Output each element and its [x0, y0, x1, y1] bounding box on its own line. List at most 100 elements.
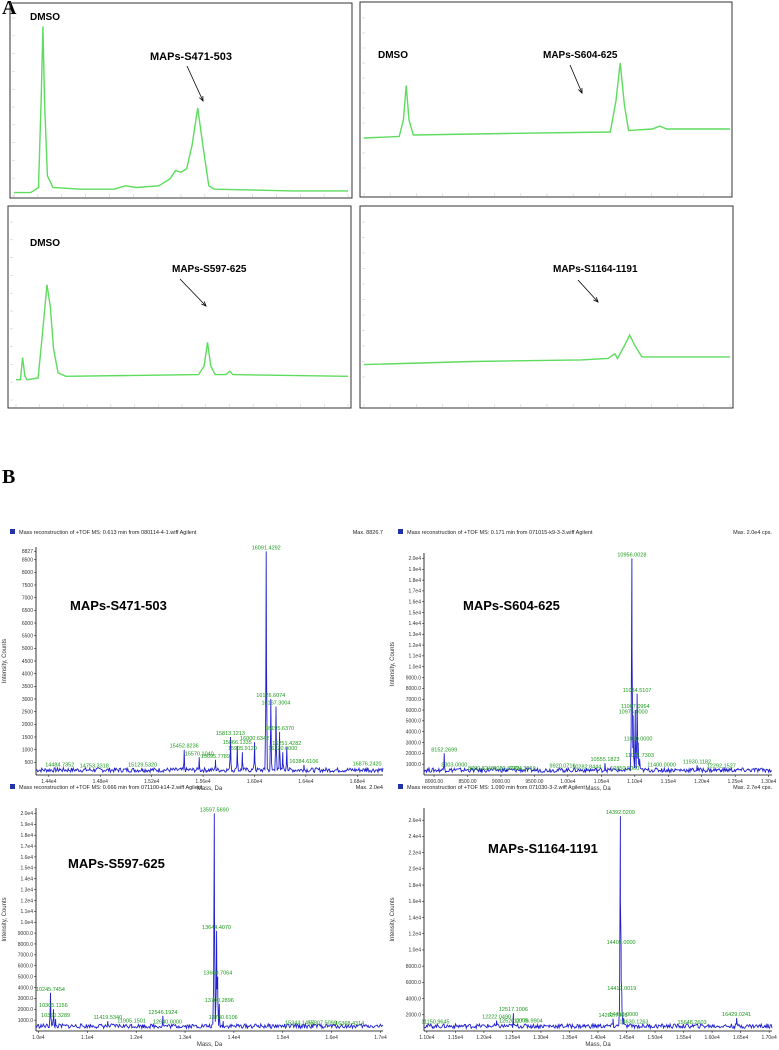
peak-label: 9920.0716 [550, 764, 576, 770]
x-tick-label: 1.60e4 [704, 1035, 720, 1041]
mass-spectrum-1: Mass reconstruction of +TOF MS: 0.613 mi… [2, 529, 384, 792]
peak-label: 15866.1335 [223, 740, 252, 746]
x-tick-label: 1.20e4 [694, 779, 710, 785]
y-tick-label: 1.4e4 [408, 915, 421, 921]
spectrum-header: Mass reconstruction of +TOF MS: 0.613 mi… [19, 530, 197, 536]
spectrum-title: MAPs-S597-625 [68, 856, 165, 871]
y-tick-label: 8500 [22, 557, 33, 563]
x-tick-label: 1.4e4 [228, 1035, 241, 1041]
y-tick-label: 2.0e4 [408, 556, 421, 562]
y-tick-label: 1.6e4 [408, 600, 421, 606]
y-tick-label: 2000 [22, 722, 33, 728]
y-axis-label: Intensity, Counts [390, 642, 396, 686]
y-tick-label: 1.8e4 [408, 883, 421, 889]
peak-label: 15807.5099 [308, 1021, 337, 1027]
x-tick-label: 1.7e4 [374, 1035, 387, 1041]
compound-label: MAPs-S471-503 [150, 51, 232, 63]
chromatogram-frame [9, 2, 353, 199]
peak-label: 10850.0000 [610, 766, 639, 772]
pointer-arrow [569, 64, 583, 94]
x-axis-label: Mass, Da [197, 786, 223, 792]
chromatogram-4: MAPs-S1164-1191 [359, 205, 734, 409]
peak-label: 16876.2420 [353, 761, 382, 767]
peak-label: 16384.6106 [289, 759, 318, 765]
series-marker [398, 529, 403, 534]
y-tick-label: 1500 [22, 735, 33, 741]
y-tick-label: 1.5e4 [408, 610, 421, 616]
y-tick-label: 8000 [22, 570, 33, 576]
peak-label: 8303.0000 [441, 763, 467, 769]
x-axis-label: Mass, Da [585, 786, 611, 792]
peak-label: 15570.1040 [185, 751, 214, 757]
y-tick-label: 2.0e4 [408, 867, 421, 873]
x-tick-label: 1.48e4 [93, 779, 109, 785]
y-tick-label: 1000 [22, 747, 33, 753]
pointer-arrow [186, 65, 204, 102]
peak-label: 9080.8749 [493, 766, 519, 772]
x-tick-label: 1.35e4 [562, 1035, 578, 1041]
peak-label: 10245.7454 [36, 987, 65, 993]
y-tick-label: 6000.0 [18, 964, 34, 970]
y-tick-label: 3000 [22, 697, 33, 703]
y-tick-label: 1.2e4 [20, 898, 33, 904]
y-tick-label: 1.4e4 [20, 877, 33, 883]
peak-label: 14405.0000 [607, 940, 636, 946]
peak-label: 14630.1263 [619, 1019, 648, 1025]
arrow-head [199, 95, 204, 102]
x-tick-label: 1.5e4 [277, 1035, 290, 1041]
y-tick-label: 3500 [22, 684, 33, 690]
y-tick-label: 5000.0 [406, 719, 422, 725]
series-marker [398, 784, 403, 789]
peak-label: 11400.0000 [647, 763, 676, 769]
x-tick-label: 1.10e4 [627, 779, 643, 785]
spectrum-header: Mass reconstruction of +TOF MS: 0.666 mi… [19, 785, 203, 791]
y-tick-label: 500 [25, 760, 34, 766]
peak-label: 14753.3318 [80, 763, 109, 769]
peak-label: 16126.6074 [256, 693, 285, 699]
peak-label: 11419.5340 [93, 1015, 122, 1021]
y-tick-label: 1000.0 [18, 1018, 34, 1024]
panel-b-label: B [2, 466, 16, 488]
spectrum-header: Mass reconstruction of +TOF MS: 0.171 mi… [407, 530, 593, 536]
peak-label: 10305.1156 [39, 1003, 68, 1009]
peak-label: 16368.4314 [335, 1021, 364, 1027]
x-tick-label: 1.2e4 [130, 1035, 143, 1041]
peak-label: 13780.6106 [209, 1015, 238, 1021]
chromatogram-trace [14, 26, 348, 194]
dmso-label: DMSO [378, 50, 408, 61]
compound-label: MAPs-S604-625 [543, 50, 618, 61]
y-tick-label: 1.1e4 [20, 909, 33, 915]
x-tick-label: 1.68e4 [350, 779, 366, 785]
mass-spectrum-2: Mass reconstruction of +TOF MS: 0.171 mi… [390, 529, 777, 792]
x-tick-label: 1.10e4 [419, 1035, 435, 1041]
x-tick-label: 1.50e4 [647, 1035, 663, 1041]
y-tick-label: 2000.0 [18, 1007, 34, 1013]
peak-label: 12517.1006 [499, 1007, 528, 1013]
peak-label: 12222.0490 [482, 1014, 511, 1020]
peak-label: 15695.7789 [201, 754, 230, 760]
spectrum-header: Mass reconstruction of +TOF MS: 1.090 mi… [407, 785, 585, 791]
chromatogram-3: DMSO MAPs-S597-625 [7, 205, 352, 409]
peak-label: 10956.0028 [617, 552, 646, 558]
y-tick-label: 8000.0 [406, 964, 422, 970]
y-tick-label: 1.0e4 [20, 920, 33, 926]
x-tick-label: 1.25e4 [505, 1035, 521, 1041]
mass-spectrum-4: Mass reconstruction of +TOF MS: 1.090 mi… [390, 784, 777, 1048]
y-tick-label: 9000.0 [406, 675, 422, 681]
peak-label: 11150.9645 [421, 1019, 449, 1025]
y-tick-label: 1.0e4 [408, 665, 421, 671]
peak-label: 10555.1823 [591, 757, 620, 763]
y-tick-label: 6000.0 [406, 708, 422, 714]
y-tick-label: 7000 [22, 595, 33, 601]
series-marker [10, 529, 15, 534]
peak-label: 13644.4070 [202, 925, 231, 931]
peak-label: 16167.3004 [261, 701, 290, 707]
y-tick-label: 8000.0 [406, 686, 422, 692]
y-tick-label: 1.6e4 [408, 899, 421, 905]
y-tick-label: 6000 [22, 621, 33, 627]
arrow-head [593, 297, 599, 303]
y-tick-label: 4000 [22, 671, 33, 677]
y-tick-label: 3000.0 [18, 996, 34, 1002]
y-tick-label: 1.8e4 [408, 578, 421, 584]
